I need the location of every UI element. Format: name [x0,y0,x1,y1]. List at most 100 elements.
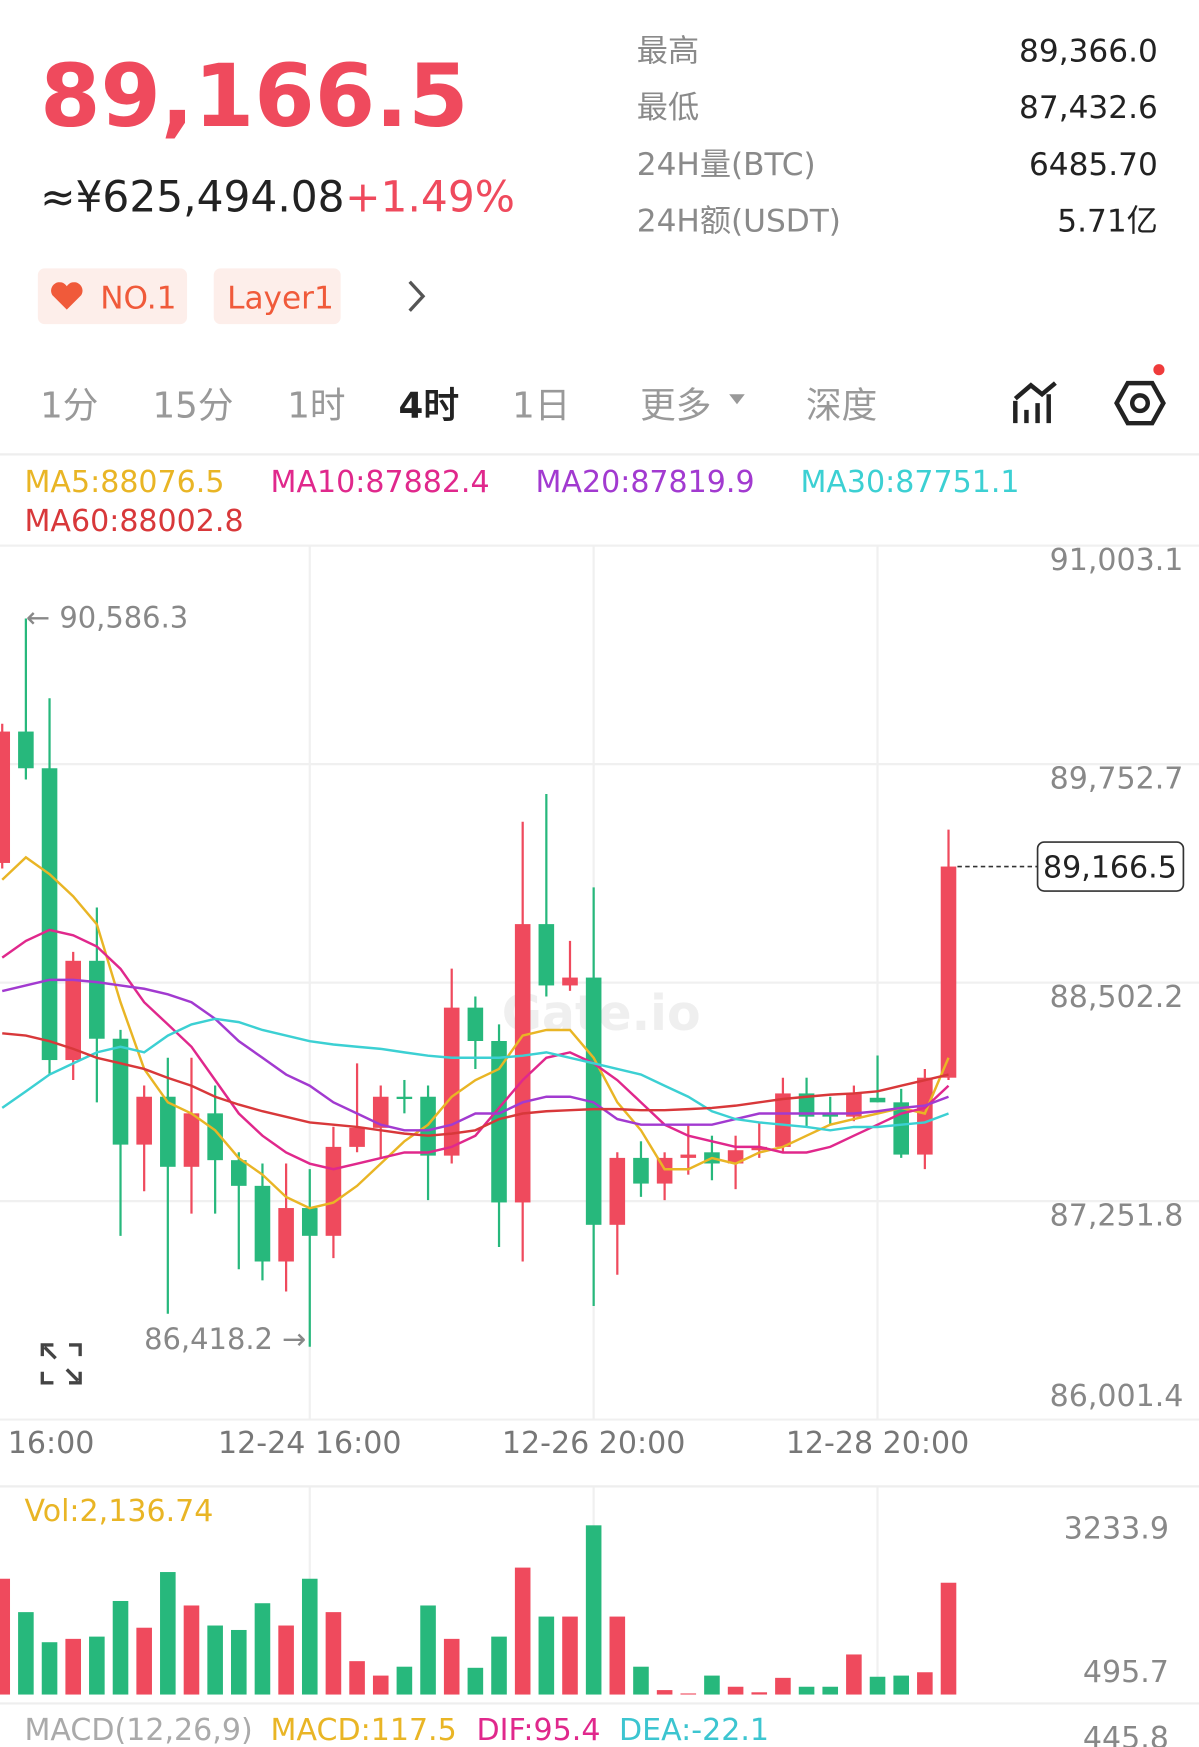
volume-bar [443,1638,460,1695]
ma-legend: MA30:87751.1 [800,465,1019,500]
candle-body [41,768,58,1061]
candle-body [538,924,555,986]
macd-value: MACD:117.5 [271,1713,457,1747]
timeframe-tab[interactable]: 1时 [287,386,345,427]
candle-body [727,1150,744,1164]
volume-bar [609,1616,626,1695]
volume-bar [467,1667,484,1695]
candle-body [917,1077,933,1155]
volume-bar [89,1636,105,1695]
candle-body [443,1007,460,1156]
last-price-tag: 89,166.5 [1043,851,1177,886]
candle-body [798,1093,815,1117]
ma-legend: MA5:88076.5 [24,465,224,500]
volume-bar [254,1603,271,1695]
stat-value: 6485.70 [1029,147,1158,183]
candle-body [325,1146,342,1236]
x-tick-label: 12-28 20:00 [786,1426,969,1461]
volume-bar [396,1666,413,1695]
volume-bar [231,1629,247,1695]
volume-bar [585,1525,602,1695]
timeframe-tab[interactable]: 1分 [40,386,98,427]
volume-bar [136,1627,152,1695]
candle-body [396,1096,413,1100]
x-tick-label: 12-26 20:00 [502,1426,685,1461]
chevron[interactable] [408,280,426,312]
ma-legend: MA20:87819.9 [535,465,754,500]
y-tick-label: 88,502.2 [1050,980,1184,1015]
dea-value: DEA:-22.1 [619,1713,769,1747]
dif-value: DIF:95.4 [476,1713,600,1747]
candle-body [183,1113,200,1167]
volume-label: Vol:2,136.74 [24,1494,213,1529]
volume-bar [301,1578,318,1695]
volume-bar [372,1675,389,1695]
volume-bar [207,1625,223,1695]
candle-body [633,1157,649,1184]
volume-bar [798,1686,815,1695]
y-tick-label: 89,752.7 [1050,762,1184,797]
cny-price: ≈¥625,494.08 [40,173,345,222]
candle-body [514,924,531,1203]
volume-tick-label: 3233.9 [1064,1512,1169,1547]
volume-bar [846,1654,862,1695]
moving-average-line [2,1032,949,1137]
candle-body [680,1154,697,1158]
volume-bar [160,1572,176,1695]
last-price-box [1036,841,1185,892]
volume-bar [775,1677,791,1695]
tag-label[interactable]: NO.1 [100,281,176,317]
volume-bar [491,1636,507,1695]
expand-icon[interactable] [40,1343,82,1385]
candle-body [609,1157,626,1225]
timeframe-tab[interactable]: 1日 [512,386,570,427]
candle-body [940,866,957,1078]
candle-body [112,1038,129,1145]
timeframe-tab[interactable]: 更多 [640,386,711,427]
volume-bar [751,1692,768,1695]
volume-bar [41,1642,58,1695]
stat-label: 最高 [637,33,699,69]
tag[interactable] [213,268,341,325]
timeframe-tab[interactable]: 深度 [806,386,877,427]
settings-icon[interactable] [1114,364,1166,426]
volume-bar [940,1582,957,1695]
volume-bar [112,1600,129,1695]
stat-label: 最低 [637,90,699,126]
candle-body [467,1007,484,1042]
candle-body [89,960,105,1039]
ma-legend: MA60:88002.8 [24,504,243,539]
stat-value: 87,432.6 [1019,90,1158,126]
timeframe-tab[interactable]: 15分 [153,386,234,427]
candle-body [751,1146,768,1151]
dropdown-arrow [729,394,745,405]
candle-body [775,1093,791,1147]
candle-body [869,1097,886,1103]
candle-body [562,977,578,986]
candle-body [278,1208,294,1262]
y-tick-label: 87,251.8 [1050,1199,1184,1234]
volume-bar [420,1605,436,1695]
macd-tick-label: 445.8 [1083,1721,1169,1747]
tag-label[interactable]: Layer1 [227,281,334,317]
volume-bar [18,1612,34,1695]
candle-body [231,1160,247,1186]
candle-body [65,960,81,1061]
macd-title: MACD(12,26,9) [24,1713,252,1747]
candle-body [254,1185,271,1262]
chart-type-icon[interactable] [1013,381,1057,424]
moving-average-line [1,855,950,1210]
low-annotation: 86,418.2 → [144,1322,306,1356]
volume-bar [869,1676,886,1695]
timeframe-tab[interactable]: 4时 [399,386,459,427]
volume-bar [633,1666,649,1695]
volume-bar [917,1672,933,1695]
candle-body [349,1127,365,1147]
candle-body [207,1113,223,1161]
x-tick-label: 16:00 [8,1426,95,1461]
volume-bar [65,1638,81,1695]
change-percent: +1.49% [345,173,515,222]
